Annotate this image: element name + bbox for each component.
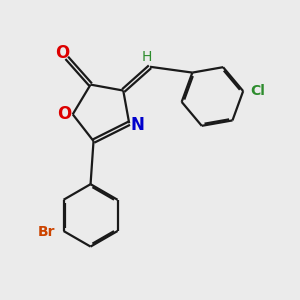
Text: N: N — [130, 116, 145, 134]
Text: O: O — [55, 44, 69, 62]
Text: Cl: Cl — [250, 84, 266, 98]
Text: O: O — [57, 105, 71, 123]
Text: H: H — [142, 50, 152, 64]
Text: Br: Br — [38, 226, 55, 239]
